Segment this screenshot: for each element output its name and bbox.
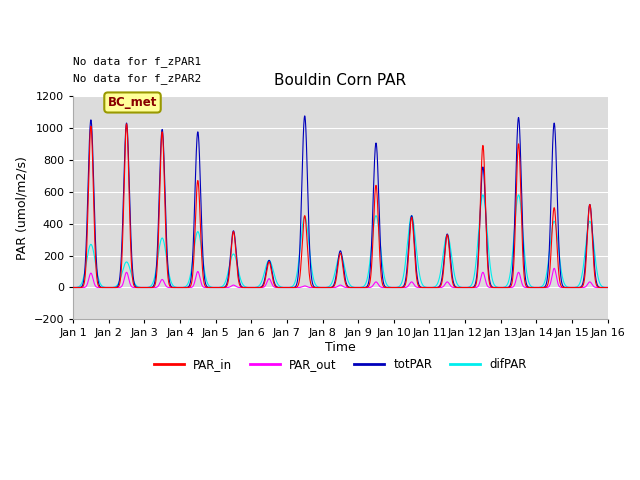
- X-axis label: Time: Time: [325, 341, 356, 354]
- Title: Bouldin Corn PAR: Bouldin Corn PAR: [275, 73, 406, 88]
- Text: BC_met: BC_met: [108, 96, 157, 109]
- Y-axis label: PAR (umol/m2/s): PAR (umol/m2/s): [15, 156, 28, 260]
- Legend: PAR_in, PAR_out, totPAR, difPAR: PAR_in, PAR_out, totPAR, difPAR: [150, 354, 531, 376]
- Text: No data for f_zPAR2: No data for f_zPAR2: [73, 73, 202, 84]
- Text: No data for f_zPAR1: No data for f_zPAR1: [73, 56, 202, 67]
